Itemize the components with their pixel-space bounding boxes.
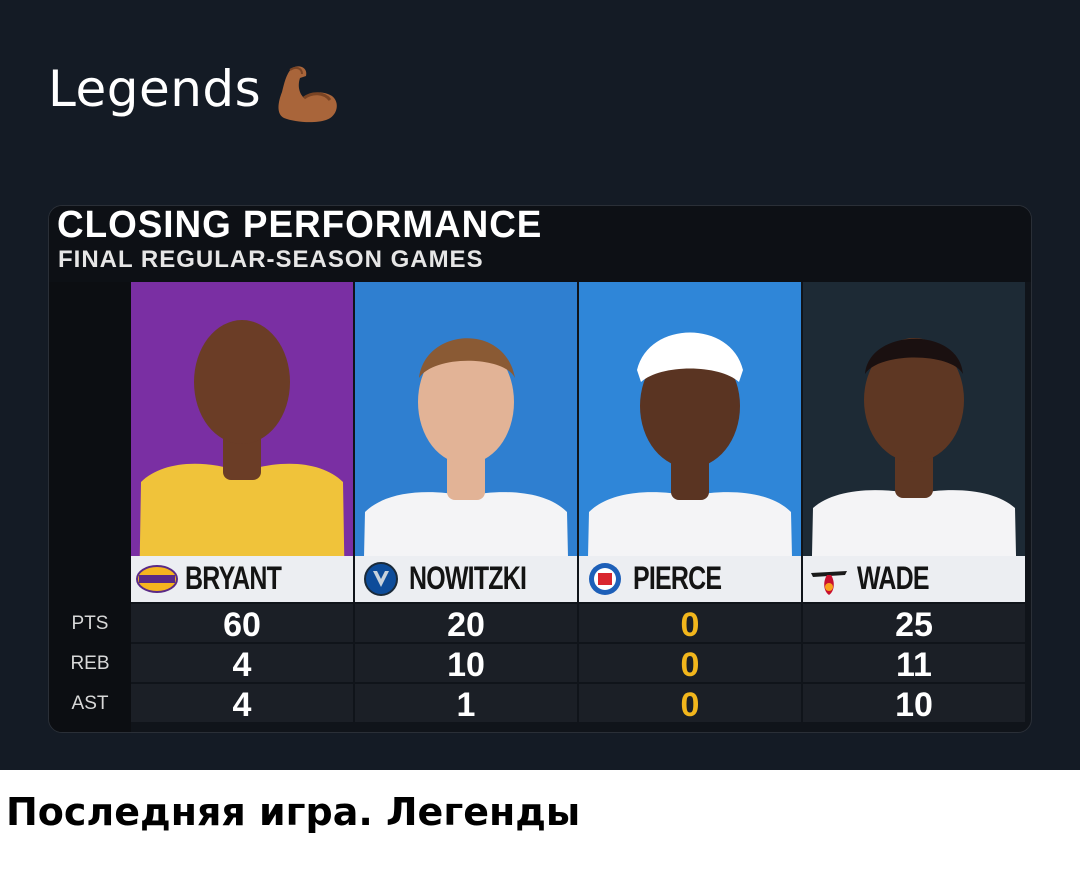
stat-value: 20 [447,606,485,644]
player-portrait [131,282,353,602]
stat-value: 10 [895,686,933,724]
stat-value: 0 [680,686,700,724]
flexed-biceps-icon [278,66,337,123]
stat-value: 0 [680,606,700,644]
name-bar-nowitzki: NOWITZKI [355,556,577,602]
stat-row-pts: PTS 60 20 0 25 [49,604,1031,644]
dark-post-area: Legends CLOSING PERFORMANCE FINAL REGULA… [0,0,1080,770]
mavericks-logo-icon [364,562,398,596]
graphic-header: CLOSING PERFORMANCE FINAL REGULAR-SEASON… [49,205,1031,282]
stat-value: 0 [680,646,700,684]
stat-value: 10 [447,646,485,684]
player-photo-bryant [131,282,353,602]
player-name: PIERCE [633,560,722,596]
stat-value: 25 [895,606,933,644]
player-photo-pierce [579,282,801,602]
stat-label: PTS [71,613,109,634]
stat-row-reb: REB 4 10 0 11 [49,644,1031,684]
lakers-logo-icon [136,565,178,593]
player-photo-wade [803,282,1025,602]
graphic-subtitle: FINAL REGULAR-SEASON GAMES [58,246,484,273]
caption-text: Последняя игра. Легенды [6,790,581,834]
player-name: NOWITZKI [409,560,527,596]
name-bar-bryant: BRYANT [131,556,353,602]
name-bar-wade: WADE [803,556,1025,602]
player-photo-nowitzki [355,282,577,602]
stat-label: AST [71,693,109,714]
player-portrait [579,282,801,602]
graphic-title: CLOSING PERFORMANCE [57,205,543,246]
post-title: Legends [48,60,262,118]
stat-value: 4 [232,686,252,724]
stat-value: 60 [223,606,261,644]
clippers-logo-icon [589,563,621,595]
player-name: BRYANT [185,560,282,596]
player-portrait [803,282,1025,602]
heat-logo-icon [811,571,847,595]
stat-value: 1 [456,686,476,724]
player-name: WADE [857,560,930,596]
stat-label: REB [70,653,110,674]
stat-row-ast: AST 4 1 0 10 [49,684,1031,724]
stat-label-column [49,282,131,732]
stats-graphic: CLOSING PERFORMANCE FINAL REGULAR-SEASON… [48,205,1032,733]
name-bar-pierce: PIERCE [579,556,801,602]
stat-value: 11 [896,646,932,684]
stat-value: 4 [232,646,252,684]
player-portrait [355,282,577,602]
